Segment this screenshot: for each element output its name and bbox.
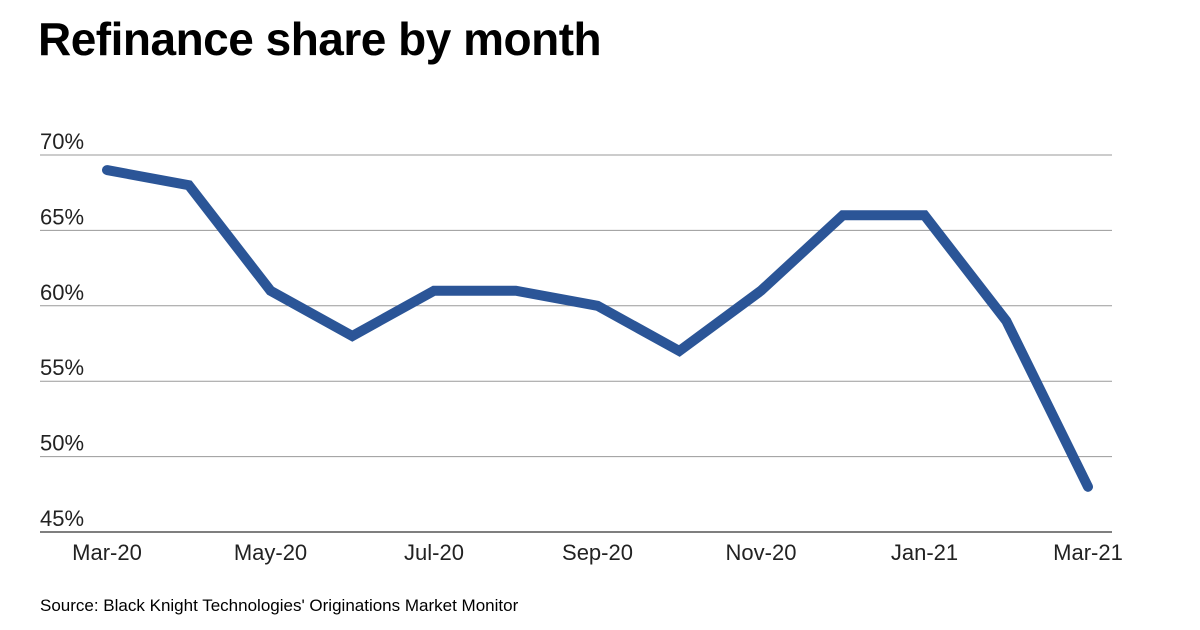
x-axis-tick-labels: Mar-20 May-20 Jul-20 Sep-20 Nov-20 Jan-21 Mar-… bbox=[72, 540, 1123, 565]
source-note: Source: Black Knight Technologies' Origi… bbox=[40, 596, 519, 615]
x-tick-label: Mar-20 bbox=[72, 540, 142, 565]
data-point bbox=[1087, 486, 1089, 488]
data-point bbox=[1005, 320, 1007, 322]
y-tick-label: 45% bbox=[40, 506, 84, 531]
data-point bbox=[188, 184, 190, 186]
data-point bbox=[760, 290, 762, 292]
data-point bbox=[433, 290, 435, 292]
data-point bbox=[842, 214, 844, 216]
gridlines bbox=[40, 154, 1112, 533]
x-tick-label: Nov-20 bbox=[726, 540, 797, 565]
x-tick-label: May-20 bbox=[234, 540, 307, 565]
data-point bbox=[678, 350, 680, 352]
x-tick-label: Jan-21 bbox=[891, 540, 958, 565]
x-tick-label: Jul-20 bbox=[404, 540, 464, 565]
y-tick-label: 55% bbox=[40, 355, 84, 380]
chart-title: Refinance share by month bbox=[38, 13, 602, 65]
y-axis-tick-labels: 70% 65% 60% 55% 50% 45% bbox=[40, 129, 84, 531]
y-tick-label: 50% bbox=[40, 431, 84, 456]
data-point bbox=[270, 290, 271, 292]
series-group bbox=[102, 165, 1093, 492]
data-point bbox=[924, 214, 925, 216]
series-line-0 bbox=[102, 165, 1093, 492]
y-tick-label: 60% bbox=[40, 280, 84, 305]
x-tick-label: Mar-21 bbox=[1053, 540, 1123, 565]
data-point bbox=[515, 290, 517, 292]
y-tick-label: 65% bbox=[40, 204, 84, 229]
line-chart: 70% 65% 60% 55% 50% 45% Mar-20 May-20 Jul-20 Sep… bbox=[40, 129, 1123, 565]
x-tick-label: Sep-20 bbox=[562, 540, 633, 565]
data-point bbox=[351, 335, 353, 337]
data-point bbox=[597, 305, 598, 307]
data-point bbox=[106, 169, 108, 171]
y-tick-label: 70% bbox=[40, 129, 84, 154]
